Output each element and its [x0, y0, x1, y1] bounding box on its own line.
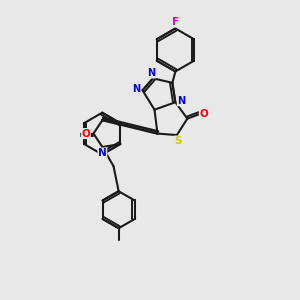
Text: F: F [172, 17, 179, 27]
Text: O: O [200, 109, 208, 118]
Text: N: N [147, 68, 156, 78]
Text: N: N [177, 96, 185, 106]
Text: N: N [98, 148, 107, 158]
Text: S: S [175, 136, 182, 146]
Text: O: O [82, 129, 90, 139]
Text: N: N [133, 84, 141, 94]
